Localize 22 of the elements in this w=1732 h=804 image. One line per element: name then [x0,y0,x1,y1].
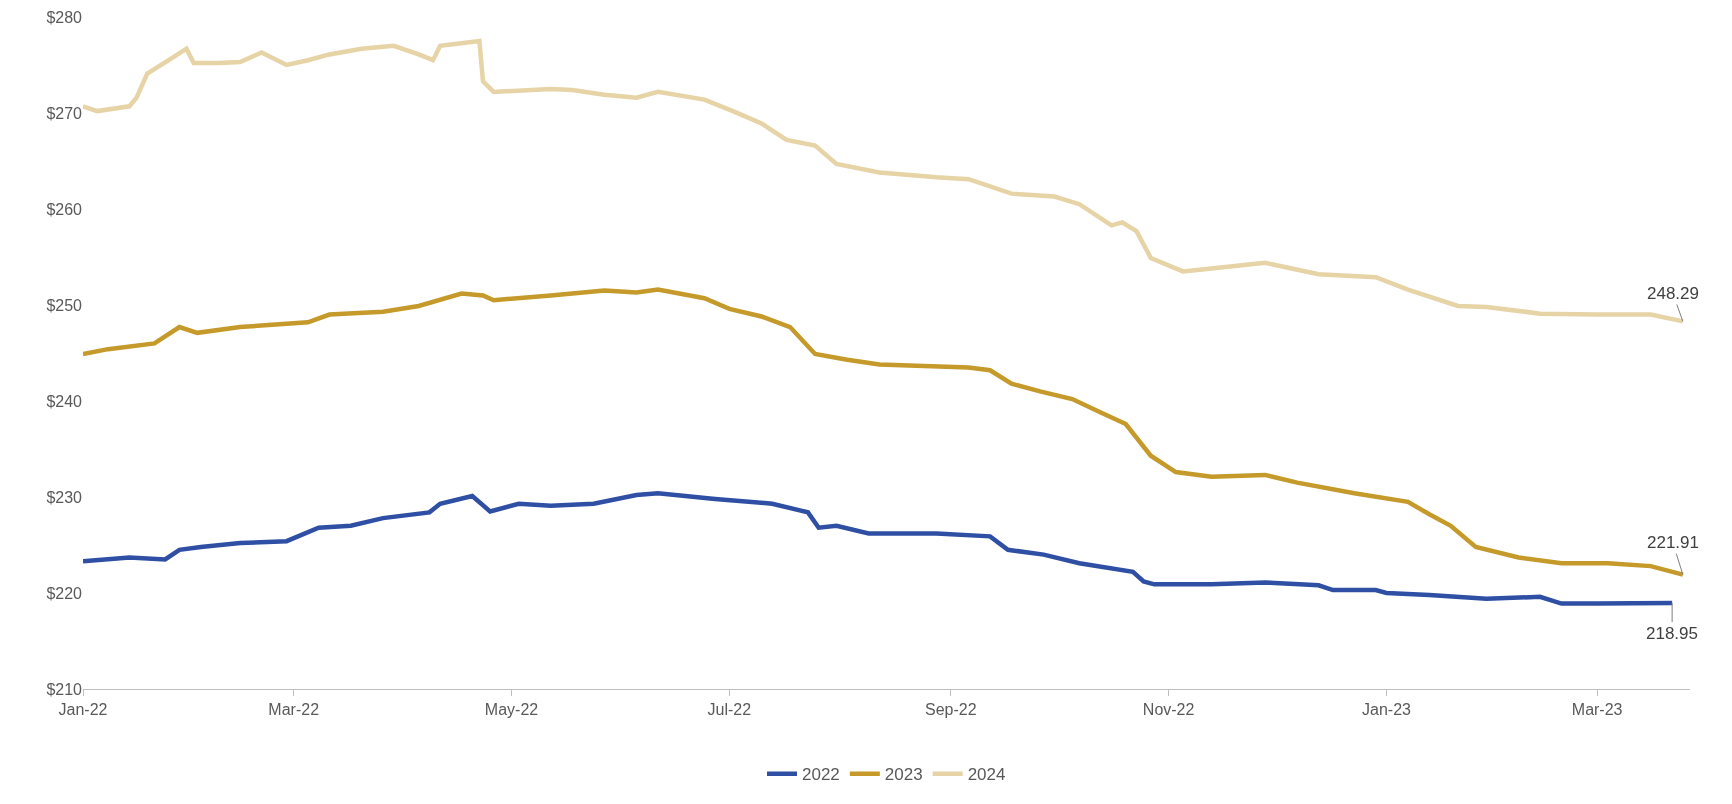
annotation: 218.95 [1646,624,1698,643]
x-tick-label: Mar-23 [1571,701,1623,719]
x-tick-label: Jan-23 [1362,701,1412,719]
x-tick-label: Mar-22 [268,701,320,719]
legend-label: 2023 [884,765,923,785]
x-tick-label: Nov-22 [1142,701,1195,719]
x-tick-label: May-22 [484,701,539,719]
y-tick-label: $220 [46,584,83,602]
y-tick-label: $230 [46,488,83,506]
x-tick-label: Sep-22 [924,701,977,719]
legend-label: 2024 [967,765,1006,785]
y-tick-label: $210 [46,680,83,698]
legend-label: 2022 [802,765,840,785]
y-tick-label: $270 [46,104,83,122]
x-tick-label: Jan-22 [58,701,108,719]
x-tick-label: Jul-22 [707,701,752,719]
y-tick-label: $260 [46,200,83,218]
y-tick-label: $240 [46,392,83,410]
y-tick-label: $280 [46,8,83,26]
annotation: 248.29 [1647,284,1699,303]
y-tick-label: $250 [46,296,83,314]
annotation: 221.91 [1647,533,1699,552]
